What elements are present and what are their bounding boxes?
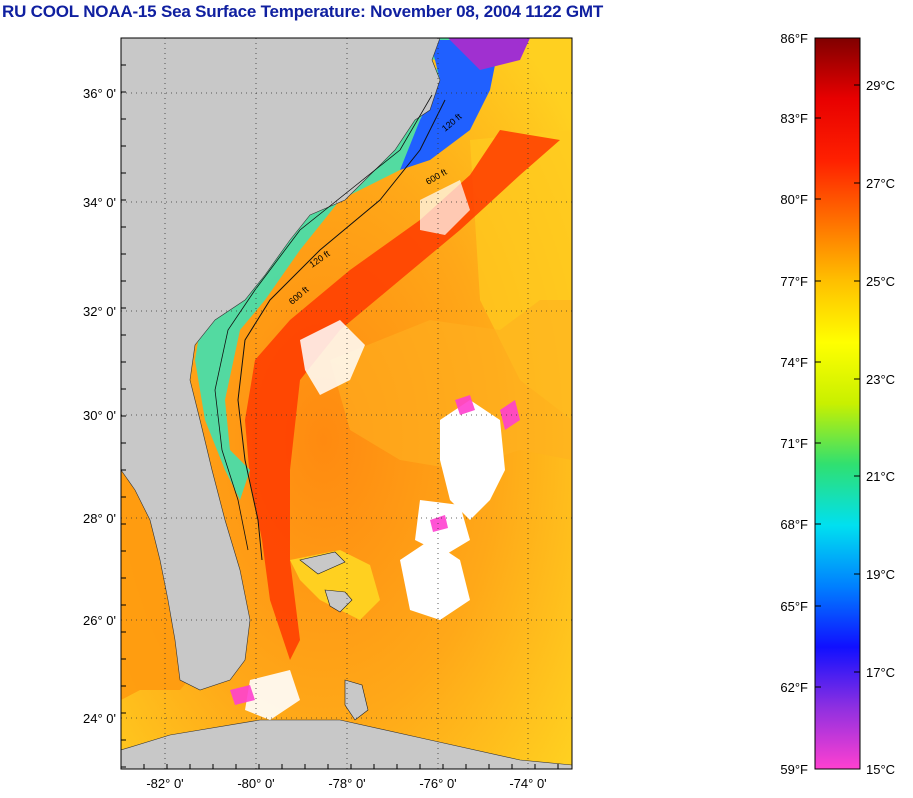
celsius-label: 29°C — [866, 78, 895, 93]
cloud-edge-noise — [230, 395, 520, 705]
colorbar: 86°F 83°F 80°F 77°F 74°F 71°F 68°F 65°F … — [780, 31, 895, 777]
sst-map: 120 ft 600 ft 120 ft 600 ft — [121, 38, 572, 769]
colorbar-gradient — [814, 37, 861, 770]
lat-label: 30° 0' — [83, 408, 116, 423]
lon-label: -74° 0' — [509, 776, 546, 791]
fahrenheit-label: 65°F — [780, 599, 808, 614]
fahrenheit-labels: 86°F 83°F 80°F 77°F 74°F 71°F 68°F 65°F … — [780, 31, 808, 777]
celsius-label: 15°C — [866, 762, 895, 777]
axis-ticks — [120, 37, 559, 769]
cuba-landmass — [121, 719, 572, 769]
bahamas-island — [344, 679, 369, 721]
cloud-cover — [245, 180, 505, 720]
bahamas-island — [299, 551, 346, 575]
celsius-labels: 29°C 27°C 25°C 23°C 21°C 19°C 17°C 15°C — [866, 78, 895, 777]
fahrenheit-label: 80°F — [780, 192, 808, 207]
celsius-label: 27°C — [866, 176, 895, 191]
lon-label: -80° 0' — [237, 776, 274, 791]
fahrenheit-label: 74°F — [780, 355, 808, 370]
gulf-stream — [245, 130, 560, 660]
isobath-600ft — [237, 99, 446, 561]
fahrenheit-label: 83°F — [780, 111, 808, 126]
lon-label: -82° 0' — [146, 776, 183, 791]
us-landmass — [121, 38, 441, 691]
fahrenheit-label: 86°F — [780, 31, 808, 46]
lon-label: -76° 0' — [419, 776, 456, 791]
lat-label: 26° 0' — [83, 613, 116, 628]
page-title: RU COOL NOAA-15 Sea Surface Temperature:… — [2, 2, 604, 21]
celsius-label: 17°C — [866, 665, 895, 680]
celsius-label: 21°C — [866, 469, 895, 484]
isobath-120ft — [214, 94, 433, 551]
celsius-label: 23°C — [866, 372, 895, 387]
mid-ocean-band — [330, 300, 572, 470]
coastal-shelf-cool — [121, 38, 455, 500]
latitude-labels: 36° 0' 34° 0' 32° 0' 30° 0' 28° 0' 26° 0… — [83, 86, 116, 726]
lat-label: 32° 0' — [83, 304, 116, 319]
cold-shelf-water — [400, 40, 500, 170]
fahrenheit-label: 77°F — [780, 274, 808, 289]
bahamas-island — [324, 589, 353, 613]
coldest-shelf-water — [448, 38, 530, 70]
lat-label: 28° 0' — [83, 511, 116, 526]
map-frame — [120, 37, 573, 770]
longitude-labels: -82° 0' -80° 0' -78° 0' -76° 0' -74° 0' — [146, 776, 546, 791]
lon-label: -78° 0' — [328, 776, 365, 791]
lat-label: 24° 0' — [83, 711, 116, 726]
celsius-label: 25°C — [866, 274, 895, 289]
fahrenheit-label: 59°F — [780, 762, 808, 777]
colorbar-ticks — [815, 37, 860, 770]
fahrenheit-label: 68°F — [780, 517, 808, 532]
celsius-label: 19°C — [866, 567, 895, 582]
fahrenheit-label: 71°F — [780, 436, 808, 451]
lat-label: 36° 0' — [83, 86, 116, 101]
fahrenheit-label: 62°F — [780, 680, 808, 695]
lat-label: 34° 0' — [83, 195, 116, 210]
graticule — [121, 38, 572, 769]
